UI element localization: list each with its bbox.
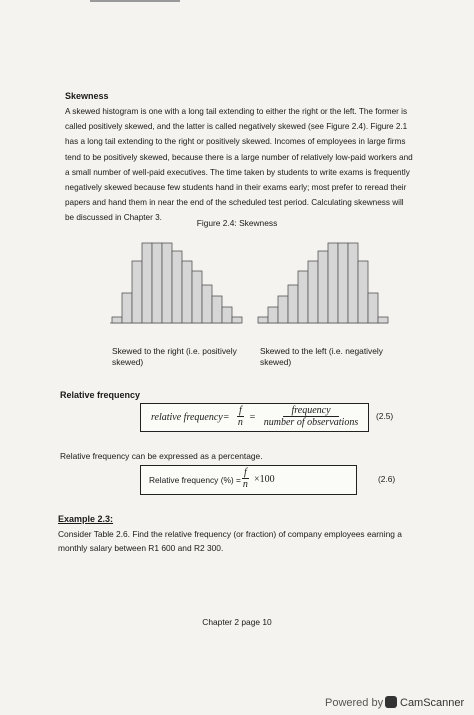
histogram-right-skewed [111,242,243,324]
histogram-bar [327,242,339,324]
fraction: f n [237,405,244,428]
figure-label: Skewed to the left (i.e. negatively skew… [260,346,383,367]
fraction: f n [242,467,249,490]
scan-edge [90,0,180,2]
formula-box: relative frequency= f n = frequency numb… [140,403,369,432]
histogram-bar [161,242,173,324]
formula-text: relative frequency= [151,412,230,423]
histogram-bar [141,242,153,324]
watermark: CamScanner [400,697,465,709]
footer: Chapter 2 page 10 [202,617,272,627]
histogram-bar [287,284,299,324]
histogram-bar [337,242,349,324]
histogram-bar [277,295,289,324]
histogram-bar [181,260,193,324]
figure-caption: Figure 2.4: Skewness [196,218,278,228]
numerator: frequency [283,405,339,417]
histogram-bar [151,242,163,324]
watermark-logo [385,696,397,708]
histogram-bar [317,250,329,324]
histogram-bar [357,260,369,324]
fraction: frequency number of observations [257,405,365,428]
example-title: Example 2.3: [58,514,114,524]
formula-text: ×100 [254,474,275,485]
histogram-bar [221,306,233,324]
section-title: Skewness [65,91,109,101]
watermark: Powered by [325,697,384,709]
formula-text: Relative frequency (%) = [149,475,241,485]
histogram-bar [267,306,279,324]
histograms [110,242,389,324]
histogram-bar [131,260,143,324]
numerator: f [237,405,244,417]
denominator: n [237,417,243,428]
histogram-bar [111,316,123,324]
histogram-bar [347,242,359,324]
histogram-bar [307,260,319,324]
paragraph: A skewed histogram is one with a long ta… [65,107,413,223]
figure-label: Skewed to the right (i.e. positively ske… [112,346,237,367]
histogram-bar [257,316,269,324]
histogram-left-skewed [257,242,389,324]
equation-number: (2.6) [378,474,396,484]
histogram-bar [191,270,203,324]
equation-number: (2.5) [376,411,394,421]
text: Relative frequency can be expressed as a… [60,451,263,461]
formula-box: Relative frequency (%) = f n ×100 [140,465,357,495]
heading: Relative frequency [60,390,141,400]
denominator: n [242,479,248,490]
numerator: f [242,467,249,479]
histogram-bar [201,284,213,324]
denominator: number of observations [263,417,359,428]
histogram-bar [211,295,223,324]
histogram-bar [367,292,379,324]
histogram-bar [121,292,133,324]
formula-text: = [249,412,256,423]
histogram-bar [377,316,389,324]
histogram-bar [297,270,309,324]
histogram-bar [171,250,183,324]
example-text: Consider Table 2.6. Find the relative fr… [58,529,402,553]
histogram-bar [231,316,243,324]
